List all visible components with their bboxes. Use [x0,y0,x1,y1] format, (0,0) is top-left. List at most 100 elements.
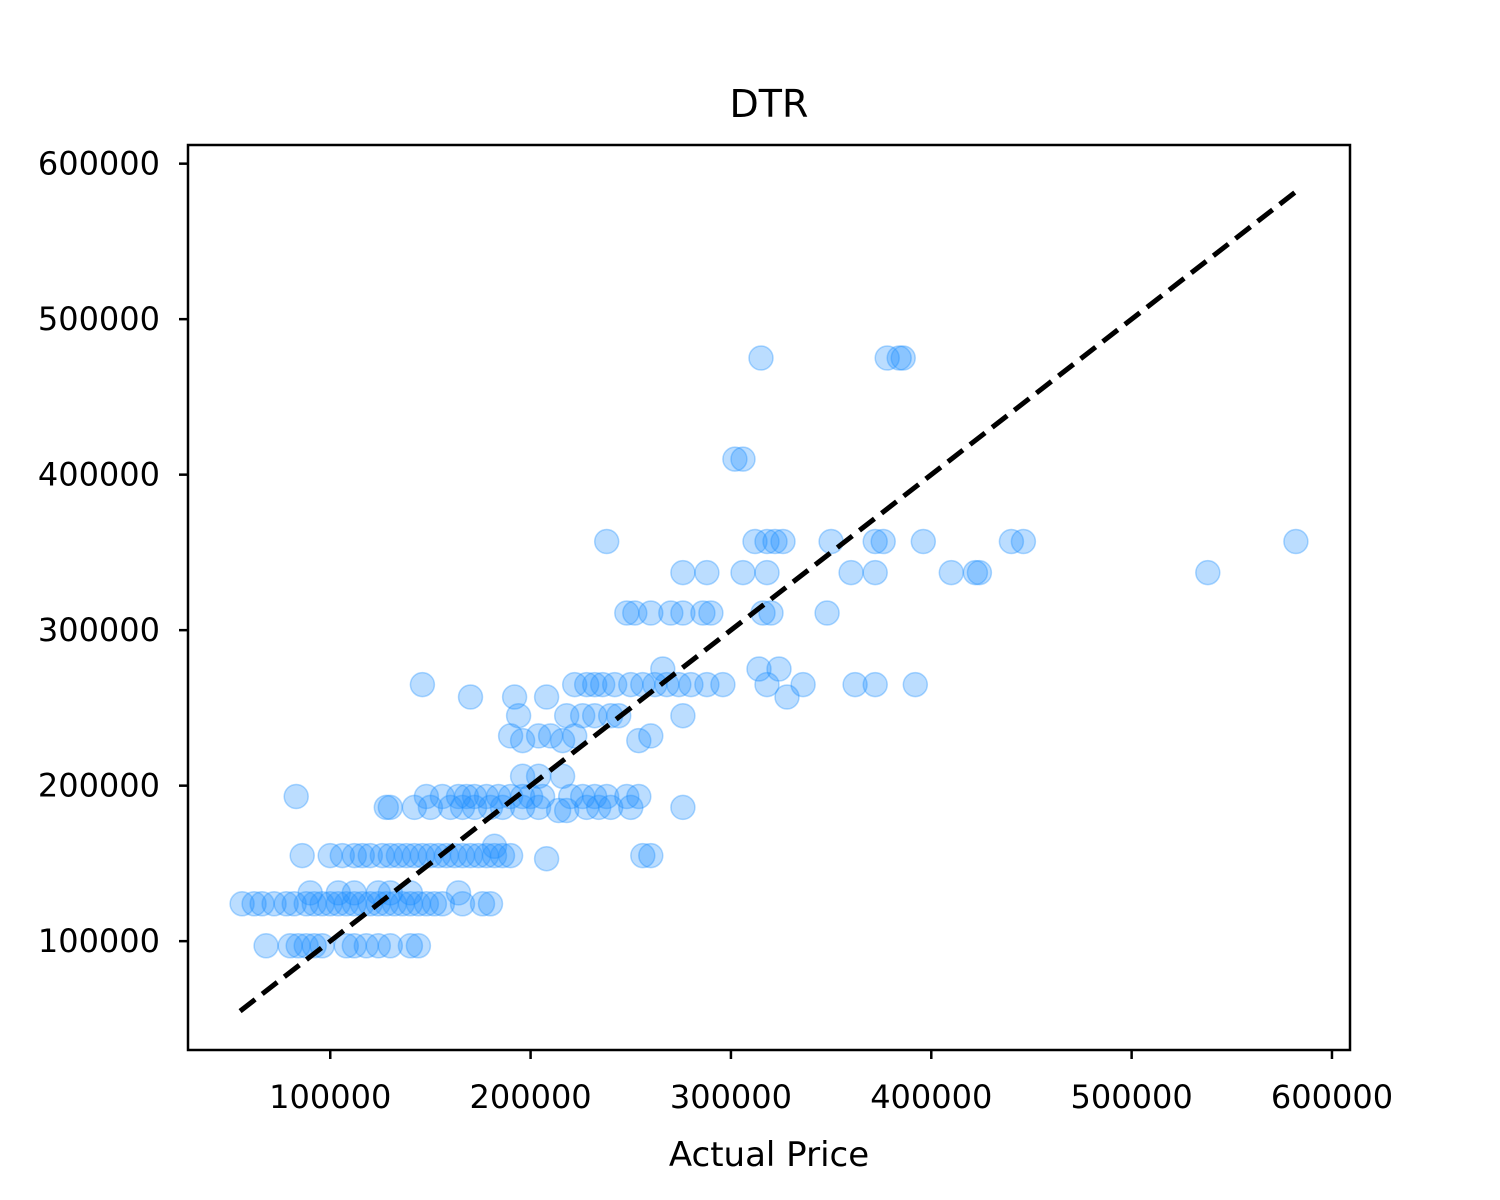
data-point [509,763,536,790]
data-point [329,842,356,869]
data-point [317,891,343,917]
data-point [614,600,640,626]
data-point [277,933,303,959]
data-point [297,880,323,906]
data-point [601,671,628,698]
data-point [1010,528,1037,555]
data-point [489,842,516,869]
data-point [249,891,275,917]
x-axis-label: Actual Price [669,1135,869,1175]
data-point [545,797,572,824]
data-point [597,794,624,821]
data-point [437,794,464,821]
data-point [770,528,796,555]
data-point [638,723,664,749]
data-point [445,880,472,906]
data-point [353,933,380,959]
data-point [453,783,480,810]
y-tick-label: 200000 [38,767,160,805]
data-point [481,842,508,869]
data-point [525,794,552,821]
data-point [261,891,287,917]
data-point [754,559,780,586]
data-point [573,794,600,821]
data-point [638,842,664,869]
data-point [1195,559,1221,586]
data-point [393,842,420,869]
data-point [509,727,536,754]
data-point [630,842,656,869]
data-point [533,684,560,710]
data-point [658,600,684,626]
data-point [622,600,648,626]
data-point [690,600,716,626]
data-point [509,794,536,821]
data-point [485,783,512,810]
data-point [557,783,584,810]
data-point [409,671,436,698]
data-point [417,794,444,821]
y-tick-label: 500000 [38,300,160,338]
data-point [549,763,576,790]
data-point [886,345,912,371]
data-point [561,723,588,749]
data-point [670,794,696,821]
data-point [397,933,424,959]
data-point [301,891,327,917]
y-tick-label: 100000 [38,922,160,960]
data-point [698,600,724,626]
data-point [754,671,780,698]
data-point [341,891,368,917]
data-point [966,559,993,586]
data-point [902,671,929,698]
data-point [481,833,508,860]
data-point [341,933,368,959]
data-point [497,723,524,749]
data-point [998,528,1025,555]
data-point [758,600,784,626]
data-point [553,797,580,824]
data-point [397,891,424,917]
data-point [333,891,360,917]
data-point [473,842,500,869]
y-tick-label: 300000 [38,611,160,649]
x-tick-label: 500000 [1071,1078,1193,1116]
data-point [449,794,476,821]
data-point [862,559,888,586]
data-point [746,656,772,682]
data-point [429,891,456,917]
data-point [549,727,576,754]
data-point [573,671,600,698]
data-point [413,783,440,810]
x-tick-label: 600000 [1271,1078,1393,1116]
data-point [581,702,608,729]
data-point [433,842,460,869]
data-point [642,671,668,698]
data-point [529,783,556,810]
data-point [890,345,916,371]
data-point [341,842,368,869]
data-point [842,671,868,698]
data-point [766,656,792,682]
data-point [694,559,720,586]
data-point [461,783,488,810]
data-point [497,783,524,810]
data-point [457,842,484,869]
data-point [461,794,488,821]
data-point [497,842,524,869]
data-point [585,794,612,821]
data-point [465,842,492,869]
data-point [730,446,756,472]
data-point [377,933,404,959]
data-point [477,891,504,917]
x-tick-label: 100000 [269,1078,391,1116]
data-point [449,891,476,917]
data-point [253,933,279,959]
data-point [742,528,768,555]
data-point [614,783,640,810]
data-point [525,723,552,749]
data-point [473,783,500,810]
chart-title: DTR [730,82,809,126]
data-point [874,345,900,371]
data-point [654,671,680,698]
